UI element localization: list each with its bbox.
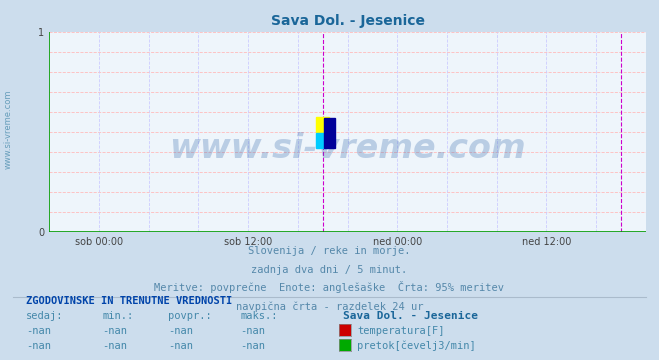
Text: ZGODOVINSKE IN TRENUTNE VREDNOSTI: ZGODOVINSKE IN TRENUTNE VREDNOSTI (26, 296, 233, 306)
Text: -nan: -nan (168, 341, 193, 351)
Bar (316, 133, 327, 148)
Text: -nan: -nan (168, 326, 193, 336)
Text: -nan: -nan (26, 341, 51, 351)
Text: www.si-vreme.com: www.si-vreme.com (4, 90, 13, 169)
Text: www.si-vreme.com: www.si-vreme.com (169, 132, 526, 165)
Text: Slovenija / reke in morje.: Slovenija / reke in morje. (248, 246, 411, 256)
Text: Meritve: povprečne  Enote: anglešaške  Črta: 95% meritev: Meritve: povprečne Enote: anglešaške Črt… (154, 281, 505, 293)
Text: -nan: -nan (241, 341, 266, 351)
Bar (316, 117, 329, 132)
Bar (324, 118, 335, 148)
Title: Sava Dol. - Jesenice: Sava Dol. - Jesenice (271, 14, 424, 28)
Text: min.:: min.: (102, 311, 133, 321)
Text: temperatura[F]: temperatura[F] (357, 326, 445, 336)
Text: -nan: -nan (26, 326, 51, 336)
Text: maks.:: maks.: (241, 311, 278, 321)
Text: -nan: -nan (102, 341, 127, 351)
Text: pretok[čevelj3/min]: pretok[čevelj3/min] (357, 341, 476, 351)
Text: sedaj:: sedaj: (26, 311, 64, 321)
Text: -nan: -nan (102, 326, 127, 336)
Text: Sava Dol. - Jesenice: Sava Dol. - Jesenice (343, 311, 478, 321)
Text: -nan: -nan (241, 326, 266, 336)
Text: povpr.:: povpr.: (168, 311, 212, 321)
Text: navpična črta - razdelek 24 ur: navpična črta - razdelek 24 ur (236, 301, 423, 312)
Text: zadnja dva dni / 5 minut.: zadnja dva dni / 5 minut. (251, 265, 408, 275)
